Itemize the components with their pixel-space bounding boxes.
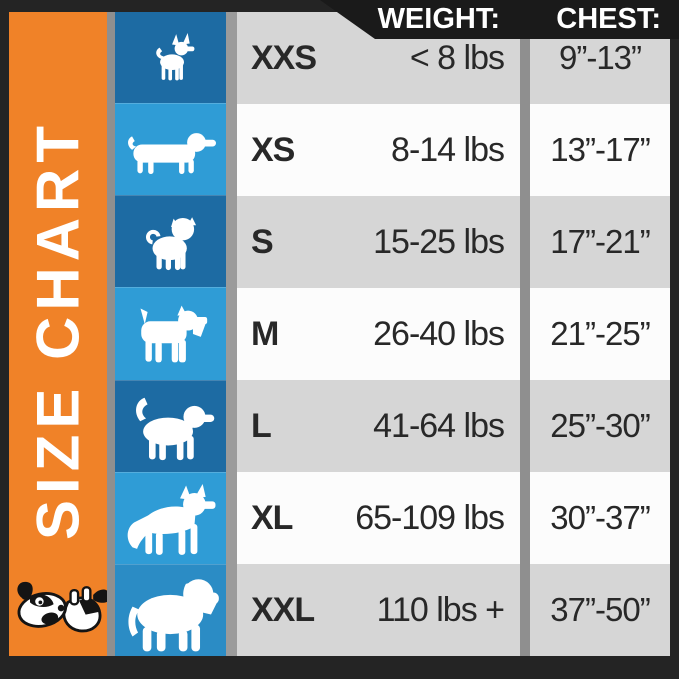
chest-value: 37”-50” bbox=[530, 564, 670, 656]
dog-cell bbox=[115, 287, 226, 380]
chest-column-header: CHEST: bbox=[556, 3, 661, 35]
title-banner: SIZE CHART bbox=[9, 12, 111, 656]
chest-column: 9”-13” 13”-17” 17”-21” 21”-25” 25”-30” 30”-37… bbox=[530, 12, 670, 656]
size-label: XS bbox=[251, 130, 295, 169]
size-label: XL bbox=[251, 498, 293, 537]
size-weight-column: XXS < 8 lbs XS 8-14 lbs S 15-25 lbs M 26-40 lbs… bbox=[237, 12, 520, 656]
schnauzer-icon bbox=[132, 300, 210, 367]
weight-value: 15-25 lbs bbox=[373, 222, 505, 261]
dog-cell bbox=[115, 471, 226, 564]
table-row: XL 65-109 lbs bbox=[237, 472, 520, 564]
weight-value: 41-64 lbs bbox=[373, 406, 505, 445]
divider-blue-table bbox=[226, 12, 237, 656]
size-label: XXL bbox=[251, 590, 315, 629]
dog-cell bbox=[115, 103, 226, 196]
weight-value: 26-40 lbs bbox=[373, 314, 505, 353]
divider-orange-blue bbox=[107, 12, 115, 656]
table-row: XS 8-14 lbs bbox=[237, 104, 520, 196]
table-row: M 26-40 lbs bbox=[237, 288, 520, 380]
weight-column-header: WEIGHT: bbox=[377, 3, 500, 35]
chest-value: 30”-37” bbox=[530, 472, 670, 564]
weight-value: 8-14 lbs bbox=[391, 130, 505, 169]
dog-cell bbox=[115, 379, 226, 472]
table-row: L 41-64 lbs bbox=[237, 380, 520, 472]
weight-value: < 8 lbs bbox=[409, 38, 505, 77]
pug-icon bbox=[138, 212, 204, 271]
size-label: M bbox=[251, 314, 279, 353]
dog-cell bbox=[115, 563, 226, 656]
dachshund-icon bbox=[124, 123, 218, 177]
cartoon-dog-mascot-icon bbox=[11, 576, 115, 654]
poster-title: SIZE CHART bbox=[24, 120, 92, 540]
dog-icon-column bbox=[115, 12, 226, 656]
dog-cell bbox=[115, 12, 226, 104]
divider-weight-chest bbox=[520, 12, 530, 656]
weight-value: 65-109 lbs bbox=[355, 498, 505, 537]
chest-value: 13”-17” bbox=[530, 104, 670, 196]
table-header: WEIGHT: CHEST: bbox=[320, 0, 679, 39]
german-shepherd-icon bbox=[122, 481, 220, 556]
table-row: S 15-25 lbs bbox=[237, 196, 520, 288]
mastiff-icon bbox=[120, 569, 222, 652]
beagle-icon bbox=[127, 389, 215, 462]
size-label: S bbox=[251, 222, 274, 261]
size-label: XXS bbox=[251, 38, 317, 77]
weight-value: 110 lbs + bbox=[376, 590, 505, 629]
chest-value: 17”-21” bbox=[530, 196, 670, 288]
dog-cell bbox=[115, 195, 226, 288]
table-row: XXS < 8 lbs bbox=[237, 12, 520, 104]
chihuahua-icon bbox=[145, 32, 197, 84]
size-label: L bbox=[251, 406, 272, 445]
chest-value: 21”-25” bbox=[530, 288, 670, 380]
chest-value: 25”-30” bbox=[530, 380, 670, 472]
table-row: XXL 110 lbs + bbox=[237, 564, 520, 656]
